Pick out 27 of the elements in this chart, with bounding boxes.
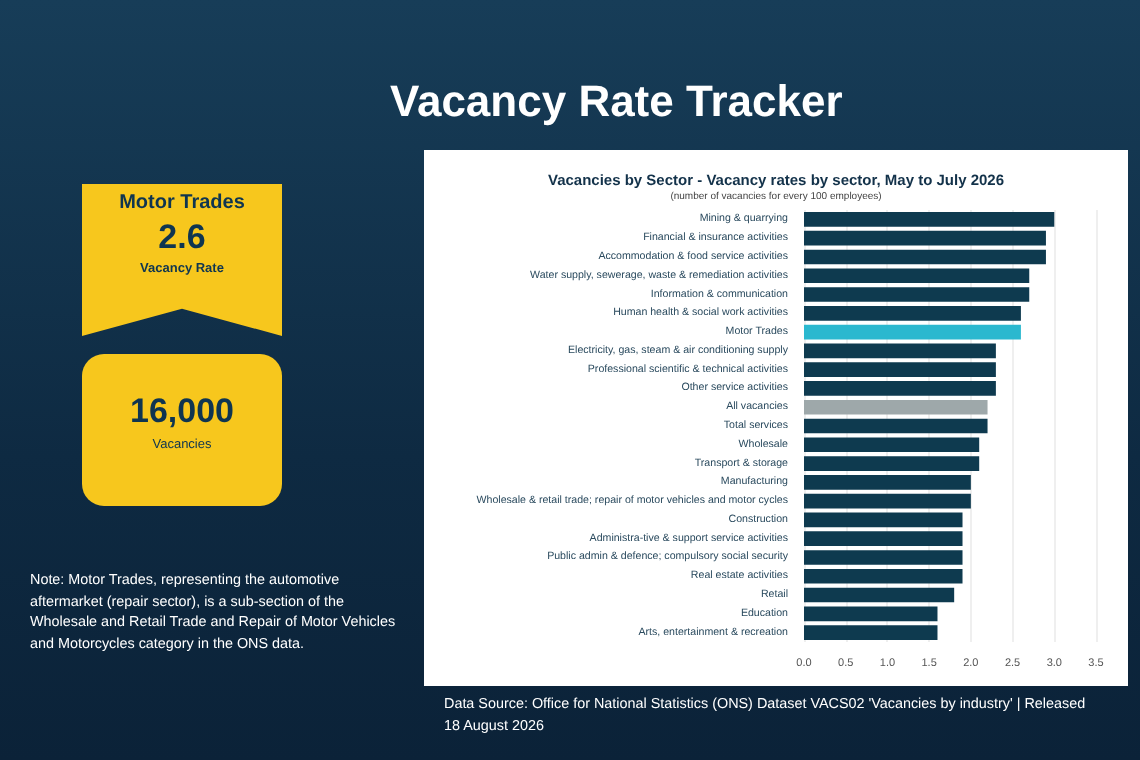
bar	[804, 568, 963, 584]
bar	[804, 287, 1030, 302]
bar	[804, 587, 955, 603]
bar	[804, 606, 938, 622]
bar	[804, 437, 980, 453]
bar	[804, 230, 1046, 246]
bar	[804, 550, 963, 565]
bar	[804, 268, 1030, 284]
bar	[804, 475, 971, 490]
bar	[804, 381, 996, 396]
bar	[804, 625, 938, 640]
bar	[804, 324, 1021, 340]
bar	[804, 362, 996, 377]
text: Vacancy Rate Tracker	[390, 76, 843, 128]
text: 16,000	[128, 392, 236, 432]
bar	[804, 399, 988, 415]
text: Motor Trades	[117, 192, 247, 214]
bar	[804, 493, 971, 509]
bar	[804, 418, 988, 434]
bar	[804, 343, 996, 359]
text: 2.6	[156, 218, 208, 258]
bar	[804, 456, 980, 471]
bar	[804, 305, 1021, 321]
bar	[804, 212, 1055, 227]
bar	[804, 512, 963, 528]
bar	[804, 531, 963, 547]
bar	[804, 249, 1046, 265]
